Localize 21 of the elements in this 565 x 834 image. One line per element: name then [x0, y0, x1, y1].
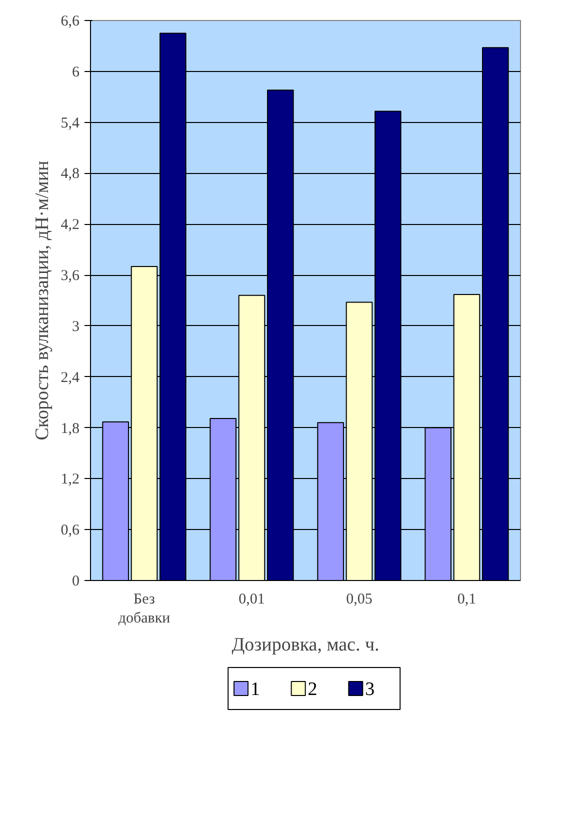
x-tick-label: Без добавки — [118, 592, 170, 627]
y-tick-label: 4,2 — [60, 217, 80, 234]
legend-label: 1 — [250, 679, 260, 700]
y-axis-title: Скорость вулканизации, дН·м/мин — [32, 160, 53, 440]
legend-label: 2 — [308, 679, 318, 700]
y-tick-label: 1,8 — [60, 420, 80, 437]
y-tick-label: 3,6 — [60, 268, 80, 284]
y-tick-label: 3 — [72, 318, 80, 335]
y-tick-label: 6 — [72, 64, 80, 80]
y-tick-label: 1,2 — [60, 472, 80, 488]
x-tick-label: 0,1 — [457, 592, 476, 608]
x-tick-label: 0,01 — [238, 592, 265, 608]
y-tick-label: 5,4 — [60, 115, 80, 132]
x-tick-label: 0,05 — [346, 592, 372, 608]
y-tick-label: 0 — [72, 574, 80, 590]
x-axis-title: Дозировка, мас. ч. — [232, 634, 380, 656]
y-tick-label: 2,4 — [60, 370, 80, 386]
y-tick-label: 0,6 — [60, 522, 80, 539]
y-tick-label: 4,8 — [60, 166, 80, 182]
y-tick-label: 6,6 — [60, 14, 80, 30]
legend-label: 3 — [365, 679, 375, 700]
